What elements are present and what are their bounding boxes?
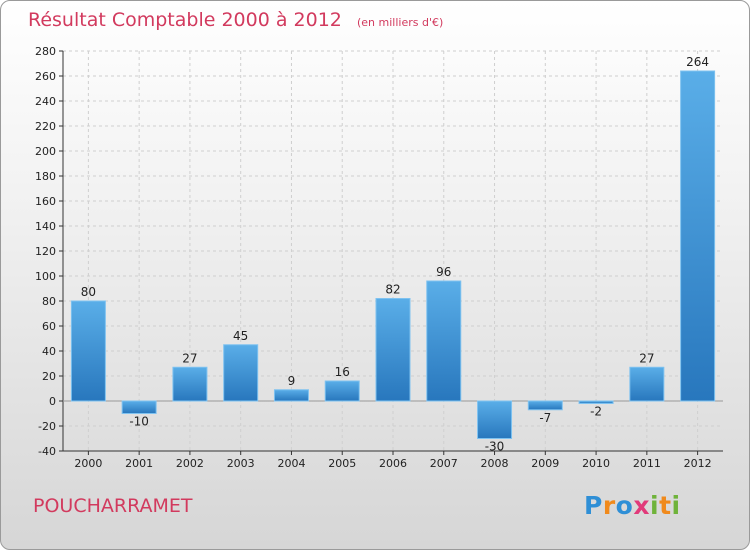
chart-subtitle: (en milliers d'€) <box>356 16 444 29</box>
bar-2010 <box>578 400 614 404</box>
data-label-2011: 27 <box>639 351 654 365</box>
x-tick-label-2003: 2003 <box>227 457 255 470</box>
y-tick-label: 200 <box>35 145 56 158</box>
x-tick-label-2001: 2001 <box>125 457 153 470</box>
bar-2008 <box>477 400 513 439</box>
bar-2011 <box>629 366 665 402</box>
y-tick-label: 40 <box>42 345 56 358</box>
tick-labels: -40 -20 0 20 40 60 80 100 120 140 160 180 200 220 240 2… <box>35 45 712 470</box>
proxiti-logo: Proxiti <box>584 491 681 520</box>
y-tick-label: -20 <box>38 420 56 433</box>
x-tick-label-2002: 2002 <box>176 457 204 470</box>
y-tick-label: 60 <box>42 320 56 333</box>
y-tick-label: 180 <box>35 170 56 183</box>
x-tick-label-2007: 2007 <box>430 457 458 470</box>
bar-2006 <box>375 298 411 402</box>
bar-2001 <box>121 400 157 414</box>
x-tick-label-2004: 2004 <box>277 457 305 470</box>
x-tick-label-2011: 2011 <box>633 457 661 470</box>
x-tick-label-2006: 2006 <box>379 457 407 470</box>
data-labels: 80 -10 27 45 9 16 82 96 -30 -7 -2 27 264 <box>81 55 709 454</box>
data-label-2010: -2 <box>590 405 602 419</box>
data-label-2001: -10 <box>129 415 149 429</box>
x-tick-label-2005: 2005 <box>328 457 356 470</box>
data-label-2012: 264 <box>686 55 709 69</box>
data-label-2004: 9 <box>288 374 296 388</box>
bar-2003 <box>223 344 259 402</box>
y-tick-label: 160 <box>35 195 56 208</box>
x-tick-label-2009: 2009 <box>531 457 559 470</box>
data-label-2000: 80 <box>81 285 96 299</box>
data-label-2009: -7 <box>539 411 551 425</box>
chart-title: Résultat Comptable 2000 à 2012 (en milli… <box>28 9 443 31</box>
commune-name: POUCHARRAMET <box>33 495 193 517</box>
y-tick-label: 80 <box>42 295 56 308</box>
x-tick-label-2008: 2008 <box>481 457 509 470</box>
bars <box>70 70 716 439</box>
y-tick-label: -40 <box>38 445 56 458</box>
data-label-2008: -30 <box>485 440 505 454</box>
bar-2005 <box>324 380 360 402</box>
data-label-2002: 27 <box>182 351 197 365</box>
y-tick-label: 120 <box>35 245 56 258</box>
y-tick-label: 0 <box>49 395 56 408</box>
bar-2012 <box>680 70 716 402</box>
x-tick-label-2010: 2010 <box>582 457 610 470</box>
data-label-2006: 82 <box>385 283 400 297</box>
data-label-2005: 16 <box>335 365 350 379</box>
bar-2002 <box>172 366 208 402</box>
bar-2009 <box>527 400 563 411</box>
bar-2000 <box>70 300 106 402</box>
y-tick-label: 280 <box>35 45 56 58</box>
y-tick-label: 20 <box>42 370 56 383</box>
y-tick-label: 240 <box>35 95 56 108</box>
x-tick-label-2000: 2000 <box>74 457 102 470</box>
bar-2007 <box>426 280 462 402</box>
x-tick-label-2012: 2012 <box>684 457 712 470</box>
y-tick-label: 260 <box>35 70 56 83</box>
y-tick-label: 140 <box>35 220 56 233</box>
y-tick-label: 100 <box>35 270 56 283</box>
data-label-2003: 45 <box>233 329 248 343</box>
data-label-2007: 96 <box>436 265 451 279</box>
y-tick-label: 220 <box>35 120 56 133</box>
bar-2004 <box>273 389 309 402</box>
chart-title-main: Résultat Comptable 2000 à 2012 <box>28 9 342 31</box>
